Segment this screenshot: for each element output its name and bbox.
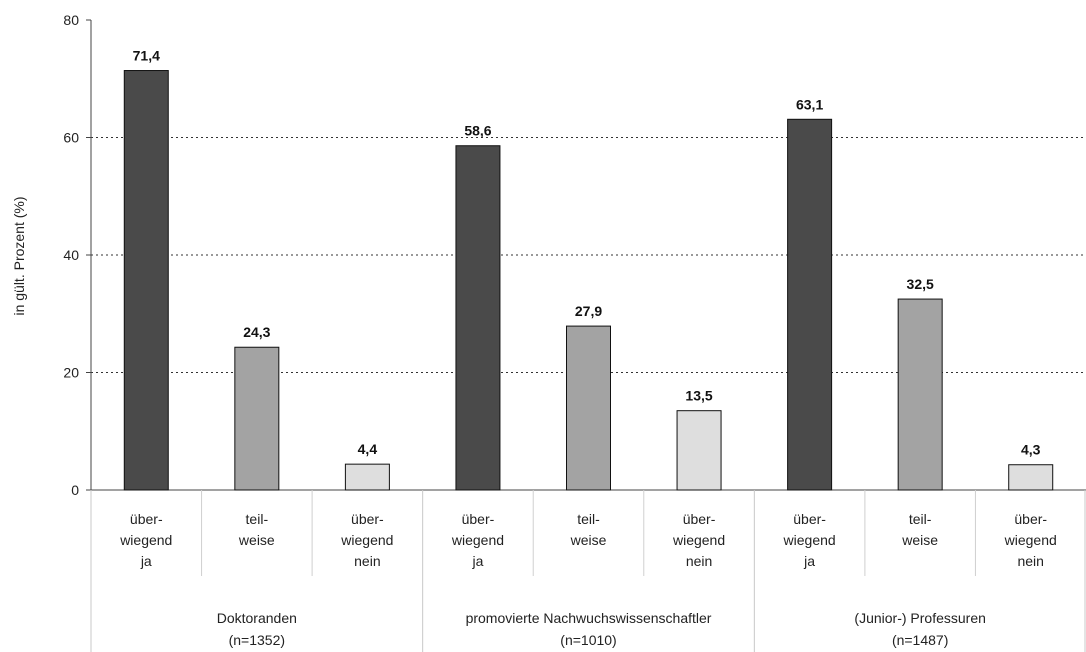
data-label: 4,3: [1021, 442, 1041, 458]
data-label: 24,3: [243, 324, 270, 340]
category-label: wiegend: [119, 532, 172, 548]
category-label: weise: [238, 532, 275, 548]
category-label: über-: [130, 511, 163, 527]
category-label: nein: [1017, 553, 1043, 569]
bar: [897, 298, 943, 491]
category-label: über-: [462, 511, 495, 527]
labels: 71,4 über-wiegend ja 24,3 teil-weise 4,4 über-…: [119, 48, 1057, 648]
category-label: teil-: [909, 511, 932, 527]
y-tick-label: 20: [63, 365, 79, 381]
data-label: 71,4: [133, 48, 160, 64]
group-label: (n=1352): [229, 632, 285, 648]
category-label: weise: [570, 532, 607, 548]
category-label: wiegend: [340, 532, 393, 548]
category-label: wiegend: [672, 532, 725, 548]
data-label: 13,5: [685, 388, 712, 404]
category-label: über-: [1014, 511, 1047, 527]
group-label: Doktoranden: [217, 610, 297, 626]
category-label: nein: [686, 553, 712, 569]
bar: [566, 325, 611, 491]
data-label: 32,5: [907, 276, 934, 292]
bar: [344, 463, 390, 491]
bars: [123, 70, 1054, 491]
category-label: über-: [793, 511, 826, 527]
category-label: über-: [683, 511, 716, 527]
y-axis-title: in gült. Prozent (%): [11, 196, 27, 315]
group-label: promovierte Nachwuchswissenschaftler: [466, 610, 712, 626]
data-label: 63,1: [796, 96, 823, 112]
y-tick-label: 60: [63, 130, 79, 146]
group-label: (n=1487): [892, 632, 948, 648]
data-label: 27,9: [575, 303, 602, 319]
bar: [787, 118, 833, 491]
category-label: wiegend: [1004, 532, 1057, 548]
y-tick-label: 80: [63, 12, 79, 28]
bar: [676, 410, 722, 491]
category-label: ja: [471, 553, 483, 569]
data-label: 4,4: [358, 441, 378, 457]
group-label: (n=1010): [560, 632, 616, 648]
bar: [1008, 464, 1054, 491]
bar: [455, 145, 501, 491]
category-label: ja: [803, 553, 815, 569]
data-label: 58,6: [464, 123, 491, 139]
group-label: (Junior-) Professuren: [854, 610, 986, 626]
bar: [123, 70, 169, 491]
category-label: weise: [901, 532, 938, 548]
bar: [234, 346, 280, 491]
category-label: nein: [354, 553, 380, 569]
category-label: teil-: [577, 511, 600, 527]
category-label: teil-: [246, 511, 269, 527]
y-tick-label: 0: [71, 482, 79, 498]
y-tick-label: 40: [63, 247, 79, 263]
category-label: ja: [140, 553, 152, 569]
category-label: wiegend: [783, 532, 836, 548]
category-label: über-: [351, 511, 384, 527]
category-label: wiegend: [451, 532, 504, 548]
